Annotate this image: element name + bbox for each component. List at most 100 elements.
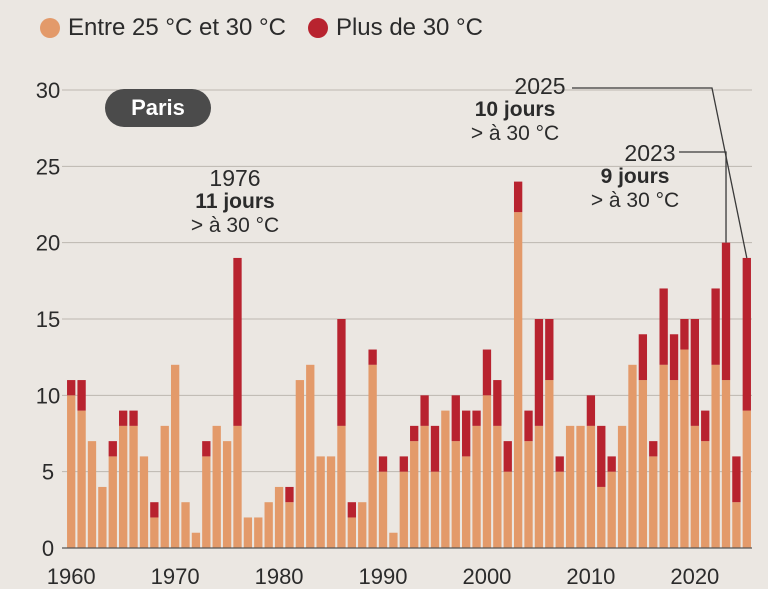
bar-segment-25-30 bbox=[680, 349, 689, 548]
bar-segment-25-30 bbox=[430, 471, 440, 548]
annotation-year: 1976 bbox=[209, 165, 261, 191]
bar-segment-over-30 bbox=[399, 456, 408, 472]
bar-segment-25-30 bbox=[576, 425, 585, 548]
bar-segment-25-30 bbox=[649, 456, 658, 548]
bar-segment-25-30 bbox=[628, 364, 637, 548]
bar-segment-over-30 bbox=[285, 486, 294, 503]
annotation-1976: 1976 11 jours > à 30 °C bbox=[160, 166, 310, 238]
annotation-year: 2025 bbox=[514, 73, 566, 99]
bar-segment-over-30 bbox=[555, 456, 564, 472]
bar-segment-over-30 bbox=[430, 425, 440, 472]
bar-segment-25-30 bbox=[87, 441, 97, 548]
bar-segment-25-30 bbox=[669, 380, 679, 548]
bar-segment-25-30 bbox=[170, 364, 180, 548]
leader-line-2025 bbox=[572, 87, 748, 259]
bar-segment-25-30 bbox=[274, 486, 284, 548]
bar-segment-25-30 bbox=[181, 502, 190, 548]
bar-segment-25-30 bbox=[264, 502, 273, 548]
bar-segment-over-30 bbox=[732, 456, 741, 503]
bar-segment-over-30 bbox=[513, 181, 523, 213]
bar-segment-25-30 bbox=[212, 425, 221, 548]
bar-segment-25-30 bbox=[534, 425, 544, 548]
bar-segment-over-30 bbox=[649, 441, 658, 457]
bar-segment-25-30 bbox=[368, 364, 377, 548]
x-tick-label: 2020 bbox=[670, 564, 719, 589]
bar-segment-25-30 bbox=[617, 425, 627, 548]
bar-segment-25-30 bbox=[586, 425, 596, 548]
legend-dot-icon bbox=[307, 18, 328, 38]
leader-line-2023 bbox=[679, 151, 727, 243]
bar-segment-over-30 bbox=[503, 441, 512, 472]
bar-segment-over-30 bbox=[690, 319, 699, 426]
x-tick-label: 1970 bbox=[151, 564, 200, 589]
bar-segment-25-30 bbox=[441, 410, 450, 548]
bar-segment-over-30 bbox=[482, 349, 492, 396]
bar-segment-25-30 bbox=[202, 456, 211, 548]
legend-label: Plus de 30 °C bbox=[335, 14, 483, 41]
bar-segment-25-30 bbox=[732, 502, 741, 548]
bar-segment-25-30 bbox=[67, 395, 76, 548]
bar-segment-25-30 bbox=[493, 425, 502, 548]
bar-segment-over-30 bbox=[420, 395, 429, 426]
annotation-2023: 2023 9 jours > à 30 °C bbox=[560, 141, 710, 213]
legend: Entre 25 °C et 30 °C Plus de 30 °C bbox=[40, 14, 505, 42]
bar-segment-over-30 bbox=[472, 410, 481, 426]
bar-segment-25-30 bbox=[254, 517, 263, 548]
bar-segment-25-30 bbox=[607, 471, 616, 548]
y-tick-label: 0 bbox=[42, 536, 54, 561]
bar-segment-over-30 bbox=[337, 319, 346, 426]
x-tick-label: 1960 bbox=[47, 564, 96, 589]
annotation-text: > à 30 °C bbox=[590, 189, 680, 212]
annotation-text: > à 30 °C bbox=[190, 214, 280, 237]
bar-segment-over-30 bbox=[202, 441, 211, 457]
bar-segment-25-30 bbox=[742, 410, 751, 548]
bar-segment-25-30 bbox=[358, 502, 367, 548]
bar-segment-25-30 bbox=[295, 380, 305, 548]
bar-segment-over-30 bbox=[129, 410, 138, 426]
bar-segment-25-30 bbox=[108, 456, 117, 548]
bar-segment-over-30 bbox=[711, 288, 720, 365]
bar-segment-25-30 bbox=[326, 456, 336, 548]
bar-segment-25-30 bbox=[545, 380, 554, 548]
y-tick-label: 30 bbox=[36, 78, 60, 103]
bar-segment-25-30 bbox=[316, 456, 325, 548]
bar-segment-25-30 bbox=[711, 364, 720, 548]
bar-segment-25-30 bbox=[482, 395, 492, 548]
bar-segment-25-30 bbox=[191, 532, 201, 548]
bar-segment-25-30 bbox=[451, 441, 460, 548]
bar-segment-over-30 bbox=[638, 334, 648, 381]
annotation-2025: 2025 10 jours > à 30 °C bbox=[440, 74, 590, 146]
x-tick-label: 1990 bbox=[359, 564, 408, 589]
bar-segment-over-30 bbox=[701, 410, 710, 442]
bar-segment-over-30 bbox=[77, 380, 86, 411]
bar-segment-25-30 bbox=[638, 380, 648, 548]
bar-segment-25-30 bbox=[597, 486, 606, 548]
bar-segment-over-30 bbox=[378, 456, 388, 472]
bar-segment-25-30 bbox=[462, 456, 471, 548]
bar-segment-25-30 bbox=[472, 425, 481, 548]
bar-segment-over-30 bbox=[545, 319, 554, 381]
y-tick-label: 20 bbox=[36, 231, 60, 256]
bar-segment-25-30 bbox=[721, 380, 731, 548]
city-badge: Paris bbox=[105, 89, 211, 127]
bar-segment-over-30 bbox=[451, 395, 460, 442]
y-tick-label: 10 bbox=[36, 383, 60, 408]
bar-segment-25-30 bbox=[129, 425, 138, 548]
bar-segment-over-30 bbox=[597, 425, 606, 487]
bar-segment-over-30 bbox=[108, 441, 117, 457]
bar-segment-25-30 bbox=[420, 425, 429, 548]
bar-segment-25-30 bbox=[306, 364, 315, 548]
y-tick-label: 5 bbox=[42, 460, 54, 485]
bar-segment-over-30 bbox=[233, 257, 242, 426]
bar-segment-over-30 bbox=[534, 319, 544, 426]
bar-segment-over-30 bbox=[586, 395, 596, 426]
bar-segment-over-30 bbox=[462, 410, 471, 457]
bar-segment-over-30 bbox=[119, 410, 128, 426]
bar-segment-25-30 bbox=[139, 456, 149, 548]
annotation-year: 2023 bbox=[624, 140, 676, 166]
bar-segment-25-30 bbox=[150, 517, 159, 548]
bar-segment-25-30 bbox=[701, 441, 710, 548]
bar-segment-25-30 bbox=[690, 425, 699, 548]
